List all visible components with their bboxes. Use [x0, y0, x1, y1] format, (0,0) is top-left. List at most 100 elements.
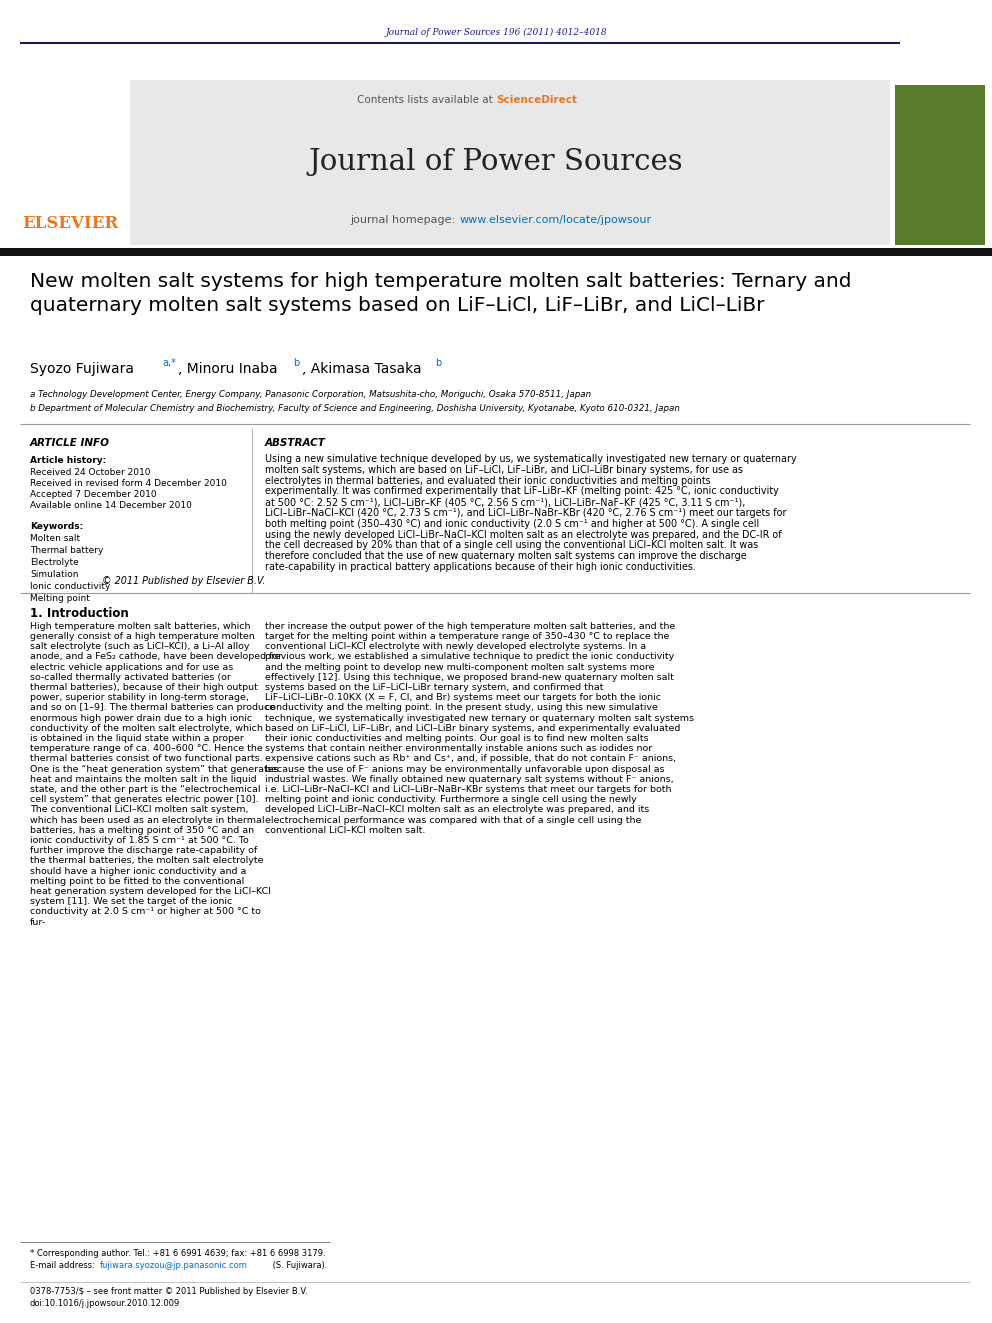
- Text: and the melting point to develop new multi-component molten salt systems more: and the melting point to develop new mul…: [265, 663, 655, 672]
- Text: target for the melting point within a temperature range of 350–430 °C to replace: target for the melting point within a te…: [265, 632, 670, 642]
- Text: Simulation: Simulation: [30, 570, 78, 579]
- Text: should have a higher ionic conductivity and a: should have a higher ionic conductivity …: [30, 867, 246, 876]
- Text: © 2011 Published by Elsevier B.V.: © 2011 Published by Elsevier B.V.: [101, 576, 265, 586]
- Text: thermal batteries consist of two functional parts.: thermal batteries consist of two functio…: [30, 754, 263, 763]
- Text: based on LiF–LiCl, LiF–LiBr, and LiCl–LiBr binary systems, and experimentally ev: based on LiF–LiCl, LiF–LiBr, and LiCl–Li…: [265, 724, 681, 733]
- Text: salt electrolyte (such as LiCl–KCl), a Li–Al alloy: salt electrolyte (such as LiCl–KCl), a L…: [30, 642, 250, 651]
- Text: , Minoru Inaba: , Minoru Inaba: [178, 363, 278, 376]
- Text: batteries, has a melting point of 350 °C and an: batteries, has a melting point of 350 °C…: [30, 826, 254, 835]
- Text: conductivity and the melting point. In the present study, using this new simulat: conductivity and the melting point. In t…: [265, 704, 658, 712]
- Text: a Technology Development Center, Energy Company, Panasonic Corporation, Matsushi: a Technology Development Center, Energy …: [30, 390, 591, 400]
- Text: Ionic conductivity: Ionic conductivity: [30, 582, 110, 591]
- Text: state, and the other part is the “electrochemical: state, and the other part is the “electr…: [30, 785, 261, 794]
- Text: ScienceDirect: ScienceDirect: [496, 95, 577, 105]
- Text: i.e. LiCl–LiBr–NaCl–KCl and LiCl–LiBr–NaBr–KBr systems that meet our targets for: i.e. LiCl–LiBr–NaCl–KCl and LiCl–LiBr–Na…: [265, 785, 672, 794]
- Text: (S. Fujiwara).: (S. Fujiwara).: [270, 1261, 327, 1270]
- Text: both melting point (350–430 °C) and ionic conductivity (2.0 S cm⁻¹ and higher at: both melting point (350–430 °C) and ioni…: [265, 519, 759, 529]
- Text: ABSTRACT: ABSTRACT: [265, 438, 326, 448]
- Text: systems that contain neither environmentally instable anions such as iodides nor: systems that contain neither environment…: [265, 745, 653, 753]
- Text: system [11]. We set the target of the ionic: system [11]. We set the target of the io…: [30, 897, 232, 906]
- Text: Molten salt: Molten salt: [30, 534, 80, 542]
- Text: Syozo Fujiwara: Syozo Fujiwara: [30, 363, 134, 376]
- Text: enormous high power drain due to a high ionic: enormous high power drain due to a high …: [30, 713, 252, 722]
- Text: Available online 14 December 2010: Available online 14 December 2010: [30, 501, 191, 509]
- Bar: [130, 79, 890, 245]
- Text: Received in revised form 4 December 2010: Received in revised form 4 December 2010: [30, 479, 227, 488]
- Text: Received 24 October 2010: Received 24 October 2010: [30, 468, 151, 478]
- Text: industrial wastes. We finally obtained new quaternary salt systems without F⁻ an: industrial wastes. We finally obtained n…: [265, 775, 674, 783]
- Text: melting point to be fitted to the conventional: melting point to be fitted to the conven…: [30, 877, 244, 886]
- Text: fur-: fur-: [30, 918, 46, 926]
- Text: their ionic conductivities and melting points. Our goal is to find new molten sa: their ionic conductivities and melting p…: [265, 734, 649, 744]
- Text: ARTICLE INFO: ARTICLE INFO: [30, 438, 110, 448]
- Text: at 500 °C: 2.52 S cm⁻¹), LiCl–LiBr–KF (405 °C, 2.56 S cm⁻¹), LiCl–LiBr–NaF–KF (4: at 500 °C: 2.52 S cm⁻¹), LiCl–LiBr–KF (4…: [265, 497, 745, 507]
- Text: developed LiCl–LiBr–NaCl–KCl molten salt as an electrolyte was prepared, and its: developed LiCl–LiBr–NaCl–KCl molten salt…: [265, 806, 649, 815]
- Text: E-mail address:: E-mail address:: [30, 1261, 97, 1270]
- Text: thermal batteries), because of their high output: thermal batteries), because of their hig…: [30, 683, 258, 692]
- Text: generally consist of a high temperature molten: generally consist of a high temperature …: [30, 632, 255, 642]
- Text: LiF–LiCl–LiBr–0.10KX (X = F, Cl, and Br) systems meet our targets for both the i: LiF–LiCl–LiBr–0.10KX (X = F, Cl, and Br)…: [265, 693, 661, 703]
- Text: electric vehicle applications and for use as: electric vehicle applications and for us…: [30, 663, 233, 672]
- Text: Article history:: Article history:: [30, 456, 106, 464]
- Text: ELSEVIER: ELSEVIER: [22, 216, 118, 232]
- Text: b Department of Molecular Chemistry and Biochemistry, Faculty of Science and Eng: b Department of Molecular Chemistry and …: [30, 404, 680, 413]
- Text: technique, we systematically investigated new ternary or quaternary molten salt : technique, we systematically investigate…: [265, 713, 694, 722]
- Text: is obtained in the liquid state within a proper: is obtained in the liquid state within a…: [30, 734, 244, 744]
- Text: previous work, we established a simulative technique to predict the ionic conduc: previous work, we established a simulati…: [265, 652, 675, 662]
- Text: fujiwara.syozou@jp.panasonic.com: fujiwara.syozou@jp.panasonic.com: [100, 1261, 248, 1270]
- Text: journal homepage:: journal homepage:: [350, 216, 458, 225]
- Text: molten salt systems, which are based on LiF–LiCl, LiF–LiBr, and LiCl–LiBr binary: molten salt systems, which are based on …: [265, 464, 743, 475]
- Text: because the use of F⁻ anions may be environmentally unfavorable upon disposal as: because the use of F⁻ anions may be envi…: [265, 765, 665, 774]
- Text: Using a new simulative technique developed by us, we systematically investigated: Using a new simulative technique develop…: [265, 454, 797, 464]
- Text: LiCl–LiBr–NaCl–KCl (420 °C, 2.73 S cm⁻¹), and LiCl–LiBr–NaBr–KBr (420 °C, 2.76 S: LiCl–LiBr–NaCl–KCl (420 °C, 2.73 S cm⁻¹)…: [265, 508, 787, 519]
- Text: doi:10.1016/j.jpowsour.2010.12.009: doi:10.1016/j.jpowsour.2010.12.009: [30, 1299, 181, 1308]
- Text: * Corresponding author. Tel.: +81 6 6991 4639; fax: +81 6 6998 3179.: * Corresponding author. Tel.: +81 6 6991…: [30, 1249, 325, 1258]
- Text: the cell decreased by 20% than that of a single cell using the conventional LiCl: the cell decreased by 20% than that of a…: [265, 540, 758, 550]
- Text: a,*: a,*: [162, 359, 176, 368]
- Text: heat generation system developed for the LiCl–KCl: heat generation system developed for the…: [30, 886, 271, 896]
- Text: electrochemical performance was compared with that of a single cell using the: electrochemical performance was compared…: [265, 815, 642, 824]
- Text: therefore concluded that the use of new quaternary molten salt systems can impro: therefore concluded that the use of new …: [265, 552, 747, 561]
- Text: rate-capability in practical battery applications because of their high ionic co: rate-capability in practical battery app…: [265, 562, 695, 572]
- Text: which has been used as an electrolyte in thermal: which has been used as an electrolyte in…: [30, 815, 265, 824]
- Text: High temperature molten salt batteries, which: High temperature molten salt batteries, …: [30, 622, 251, 631]
- Text: www.elsevier.com/locate/jpowsour: www.elsevier.com/locate/jpowsour: [460, 216, 652, 225]
- Text: conductivity of the molten salt electrolyte, which: conductivity of the molten salt electrol…: [30, 724, 263, 733]
- Text: Keywords:: Keywords:: [30, 523, 83, 531]
- Text: melting point and ionic conductivity. Furthermore a single cell using the newly: melting point and ionic conductivity. Fu…: [265, 795, 637, 804]
- Text: 0378-7753/$ – see front matter © 2011 Published by Elsevier B.V.: 0378-7753/$ – see front matter © 2011 Pu…: [30, 1287, 308, 1297]
- Text: conventional LiCl–KCl electrolyte with newly developed electrolyte systems. In a: conventional LiCl–KCl electrolyte with n…: [265, 642, 646, 651]
- Text: New molten salt systems for high temperature molten salt batteries: Ternary and
: New molten salt systems for high tempera…: [30, 273, 851, 315]
- Text: conventional LiCl–KCl molten salt.: conventional LiCl–KCl molten salt.: [265, 826, 426, 835]
- Text: Journal of Power Sources 196 (2011) 4012–4018: Journal of Power Sources 196 (2011) 4012…: [385, 28, 607, 37]
- Text: using the newly developed LiCl–LiBr–NaCl–KCl molten salt as an electrolyte was p: using the newly developed LiCl–LiBr–NaCl…: [265, 529, 782, 540]
- Text: experimentally. It was confirmed experimentally that LiF–LiBr–KF (melting point:: experimentally. It was confirmed experim…: [265, 487, 779, 496]
- Text: ther increase the output power of the high temperature molten salt batteries, an: ther increase the output power of the hi…: [265, 622, 676, 631]
- Text: Accepted 7 December 2010: Accepted 7 December 2010: [30, 490, 157, 499]
- Text: b: b: [435, 359, 441, 368]
- Text: power, superior stability in long-term storage,: power, superior stability in long-term s…: [30, 693, 249, 703]
- Text: Melting point: Melting point: [30, 594, 90, 603]
- Text: Electrolyte: Electrolyte: [30, 558, 78, 568]
- Text: so-called thermally activated batteries (or: so-called thermally activated batteries …: [30, 673, 231, 681]
- Text: cell system” that generates electric power [10].: cell system” that generates electric pow…: [30, 795, 259, 804]
- Text: effectively [12]. Using this technique, we proposed brand-new quaternary molten : effectively [12]. Using this technique, …: [265, 673, 674, 681]
- Bar: [895, 85, 985, 245]
- Text: electrolytes in thermal batteries, and evaluated their ionic conductivities and : electrolytes in thermal batteries, and e…: [265, 475, 710, 486]
- Text: the thermal batteries, the molten salt electrolyte: the thermal batteries, the molten salt e…: [30, 856, 264, 865]
- Text: Journal of Power Sources: Journal of Power Sources: [309, 148, 683, 176]
- Text: heat and maintains the molten salt in the liquid: heat and maintains the molten salt in th…: [30, 775, 257, 783]
- Text: , Akimasa Tasaka: , Akimasa Tasaka: [302, 363, 422, 376]
- Text: conductivity at 2.0 S cm⁻¹ or higher at 500 °C to: conductivity at 2.0 S cm⁻¹ or higher at …: [30, 908, 261, 917]
- Text: systems based on the LiF–LiCl–LiBr ternary system, and confirmed that: systems based on the LiF–LiCl–LiBr terna…: [265, 683, 603, 692]
- Text: Contents lists available at: Contents lists available at: [357, 95, 496, 105]
- Bar: [0, 247, 992, 255]
- Text: 1. Introduction: 1. Introduction: [30, 607, 129, 619]
- Text: One is the “heat generation system” that generates: One is the “heat generation system” that…: [30, 765, 279, 774]
- Text: Thermal battery: Thermal battery: [30, 546, 103, 556]
- Text: b: b: [293, 359, 300, 368]
- Text: further improve the discharge rate-capability of: further improve the discharge rate-capab…: [30, 847, 257, 855]
- Text: expensive cations such as Rb⁺ and Cs⁺, and, if possible, that do not contain F⁻ : expensive cations such as Rb⁺ and Cs⁺, a…: [265, 754, 677, 763]
- Text: temperature range of ca. 400–600 °C. Hence the: temperature range of ca. 400–600 °C. Hen…: [30, 745, 263, 753]
- Text: and so on [1–9]. The thermal batteries can produce: and so on [1–9]. The thermal batteries c…: [30, 704, 275, 712]
